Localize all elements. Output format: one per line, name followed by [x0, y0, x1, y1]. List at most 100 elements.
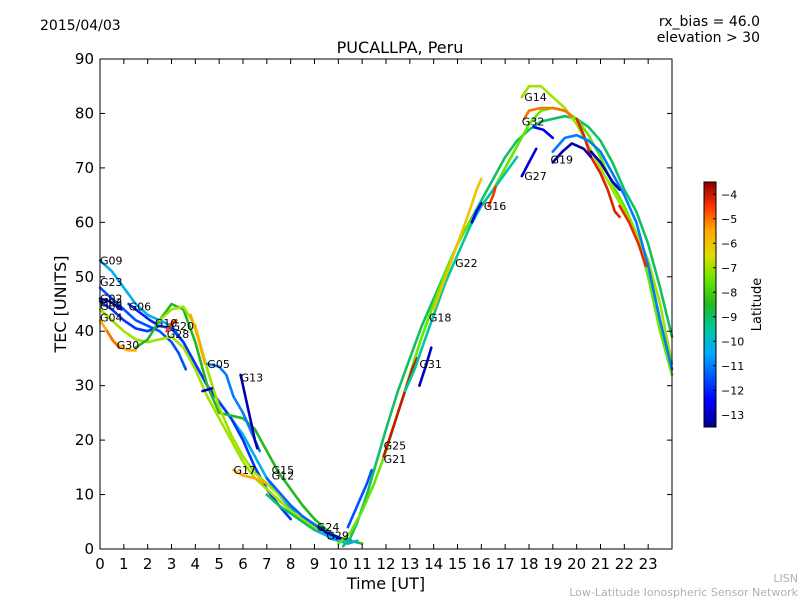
satellite-label: G25	[384, 440, 407, 453]
satellite-label: G15	[272, 464, 295, 477]
x-tick-label: 22	[615, 555, 634, 573]
satellite-label: G14	[524, 91, 547, 104]
series-layer	[98, 84, 674, 548]
satellite-label: G32	[522, 116, 545, 129]
x-tick-label: 14	[424, 555, 443, 573]
satellite-label: G10	[155, 317, 178, 330]
series-line-20	[341, 114, 674, 548]
satellite-label: G06	[129, 301, 152, 314]
series-line-11	[189, 313, 207, 366]
x-tick-label: 12	[376, 555, 395, 573]
satellite-label: G04	[100, 312, 123, 325]
series-line-37	[589, 150, 621, 191]
rx-bias-text: rx_bias = 46.0	[658, 14, 760, 30]
y-tick-label: 40	[75, 322, 94, 340]
x-tick-label: 13	[400, 555, 419, 573]
series-line-27	[470, 202, 483, 224]
satellite-label: G20	[172, 320, 195, 333]
satellite-label: G02	[100, 293, 123, 306]
series-line-33	[532, 125, 555, 140]
satellite-label: G09	[100, 254, 123, 267]
bias-elevation-label: rx_bias = 46.0 elevation > 30	[657, 14, 760, 46]
series-line-17	[265, 493, 316, 532]
x-tick-label: 17	[496, 555, 515, 573]
series-line-26	[432, 177, 483, 311]
satellite-label: G24	[317, 521, 340, 534]
y-tick-label: 80	[75, 104, 94, 122]
x-tick-label: 18	[519, 555, 538, 573]
x-tick-label: 7	[262, 555, 272, 573]
series-line-35	[551, 133, 674, 371]
x-tick-label: 3	[167, 555, 177, 573]
colorbar-tick-label: −9	[721, 311, 737, 324]
x-tick-label: 0	[95, 555, 105, 573]
y-tick-label: 10	[75, 486, 94, 504]
satellite-label: G30	[117, 339, 140, 352]
y-tick-label: 30	[75, 377, 94, 395]
series-line-32	[575, 117, 621, 219]
series-line-4	[98, 308, 347, 543]
y-tick-label: 70	[75, 159, 94, 177]
series-line-19	[327, 536, 359, 545]
satellite-label: G29	[326, 529, 349, 542]
series-line-18	[318, 525, 342, 540]
series-line-34	[551, 142, 593, 164]
x-tick-label: 2	[143, 555, 153, 573]
series-line-10	[165, 319, 178, 333]
series-line-6	[105, 329, 121, 349]
satellite-label: G23	[100, 276, 123, 289]
date-label: 2015/04/03	[40, 18, 121, 34]
x-tick-label: 10	[329, 555, 348, 573]
x-tick-label: 6	[238, 555, 248, 573]
colorbar-tick-label: −13	[721, 409, 744, 422]
satellite-label: G28	[167, 328, 190, 341]
satellite-label: G05	[207, 358, 230, 371]
x-axis-label: Time [UT]	[346, 574, 425, 593]
colorbar-tick-label: −10	[721, 335, 744, 348]
x-tick-label: 16	[472, 555, 491, 573]
x-tick-label: 23	[639, 555, 658, 573]
satellite-label: G31	[419, 358, 442, 371]
x-tick-label: 1	[119, 555, 129, 573]
x-tick-label: 11	[353, 555, 372, 573]
satellite-label: G22	[455, 257, 478, 270]
x-tick-label: 8	[286, 555, 296, 573]
series-line-36	[618, 204, 648, 268]
satellite-label: G12	[272, 470, 295, 483]
y-tick-label: 20	[75, 431, 94, 449]
series-line-31	[522, 106, 574, 121]
colorbar-tick-label: −12	[721, 384, 744, 397]
series-line-15	[232, 468, 269, 485]
satellite-label: G17	[234, 464, 257, 477]
colorbar-tick-label: −5	[721, 213, 737, 226]
x-tick-label: 15	[448, 555, 467, 573]
x-axis: 0 1 2 3 4 5 6 7 8 9 10 11 12 13 14 15 16 17 18 19 20 21 22 23	[95, 59, 658, 573]
series-line-3	[98, 300, 292, 521]
series-line-2	[98, 297, 123, 311]
series-line-23	[382, 357, 419, 458]
series-line-7	[127, 302, 157, 325]
x-tick-label: 9	[310, 555, 320, 573]
series-line-13	[201, 387, 214, 393]
colorbar-label: Latitude	[750, 278, 765, 332]
x-tick-label: 4	[191, 555, 201, 573]
x-tick-label: 19	[543, 555, 562, 573]
series-line-29	[520, 147, 538, 178]
y-axis: 0 10 20 30 40 50 60 70 80 90	[75, 50, 672, 558]
satellite-label: G08	[100, 300, 123, 313]
satellite-label: G13	[241, 372, 264, 385]
satellite-label: G16	[484, 200, 507, 213]
colorbar-tick-label: −11	[721, 360, 744, 373]
x-tick-label: 5	[214, 555, 224, 573]
y-tick-label: 90	[75, 50, 94, 68]
footer-line1: LISN	[773, 572, 798, 585]
x-tick-label: 20	[567, 555, 586, 573]
series-line-28	[487, 185, 497, 208]
series-line-24	[418, 346, 433, 387]
series-line-22	[346, 468, 373, 529]
satellite-label: G18	[429, 312, 452, 325]
satellite-label: G27	[524, 170, 547, 183]
y-tick-label: 50	[75, 268, 94, 286]
